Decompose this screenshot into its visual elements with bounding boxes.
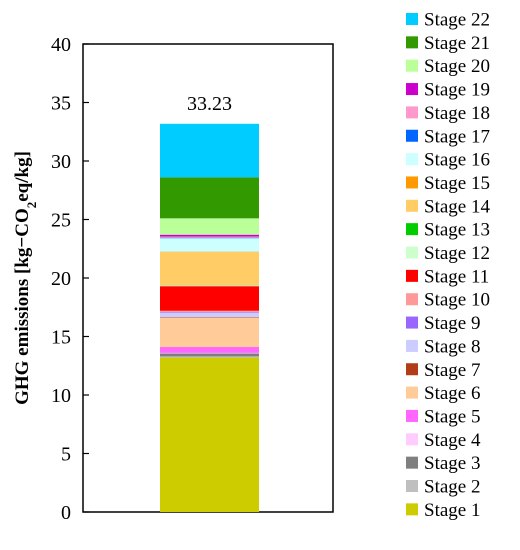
legend-swatch — [406, 199, 418, 212]
legend-label: Stage 1 — [424, 500, 480, 521]
y-tick-label: 40 — [51, 34, 71, 56]
bar-segment-stage-14 — [160, 252, 259, 286]
legend-swatch — [406, 339, 418, 352]
bar-segment-stage-11 — [160, 286, 259, 311]
bar-segment-stage-6 — [160, 317, 259, 348]
y-tick-label: 20 — [51, 268, 71, 290]
y-axis-label: GHG emissions [kg−CO2eq/kg] — [12, 151, 39, 405]
legend-label: Stage 6 — [424, 383, 480, 404]
legend-label: Stage 17 — [424, 126, 490, 147]
legend-swatch — [406, 83, 418, 96]
bar-segment-stage-9 — [160, 311, 259, 313]
legend-label: Stage 10 — [424, 290, 490, 311]
bar-segment-stage-3 — [160, 353, 259, 357]
legend-swatch — [406, 316, 418, 329]
bar-segment-stage-10 — [160, 310, 259, 312]
y-tick-label: 15 — [51, 327, 71, 349]
legend-swatch — [406, 246, 418, 259]
y-axis-ticks: 0 5 10 15 20 25 30 35 40 — [51, 34, 89, 524]
legend-label: Stage 13 — [424, 220, 490, 241]
legend-label: Stage 16 — [424, 150, 490, 171]
legend-label: Stage 3 — [424, 453, 480, 474]
legend-label: Stage 20 — [424, 56, 490, 77]
legend-label: Stage 5 — [424, 406, 480, 427]
bar-segment-stage-5 — [160, 347, 259, 353]
legend-swatch — [406, 106, 418, 119]
legend-label: Stage 21 — [424, 33, 490, 54]
y-tick-label: 5 — [61, 444, 71, 466]
legend-label: Stage 8 — [424, 336, 480, 357]
legend-swatch — [406, 59, 418, 72]
bar-segment-stage-18 — [160, 236, 259, 238]
bar-segment-stage-4 — [160, 352, 259, 354]
bar-segment-stage-21 — [160, 177, 259, 219]
legend-swatch — [406, 386, 418, 399]
legend-swatch — [406, 293, 418, 306]
bar-stack — [160, 123, 259, 512]
legend-label: Stage 22 — [424, 10, 490, 31]
legend-swatch — [406, 363, 418, 376]
legend-swatch — [406, 269, 418, 282]
bar-segment-stage-8 — [160, 312, 259, 318]
legend-label: Stage 2 — [424, 477, 480, 498]
legend-swatch — [406, 480, 418, 492]
y-tick-label: 30 — [51, 151, 71, 173]
bar-segment-stage-1 — [160, 357, 259, 512]
y-tick-label: 0 — [61, 502, 71, 524]
bar-segment-stage-19 — [160, 234, 259, 237]
y-tick-label: 35 — [51, 93, 71, 115]
legend-label: Stage 18 — [424, 103, 490, 124]
legend-swatch — [406, 176, 418, 189]
bar-segment-stage-17 — [160, 237, 259, 239]
legend-label: Stage 4 — [424, 430, 481, 451]
legend-label: Stage 15 — [424, 173, 490, 194]
legend-label: Stage 14 — [424, 196, 490, 217]
bar-segment-stage-16 — [160, 238, 259, 252]
bar-segment-stage-2 — [160, 356, 259, 358]
legend-swatch — [406, 223, 418, 236]
bar-total-label: 33.23 — [187, 93, 232, 115]
legend-swatch — [406, 13, 418, 25]
legend-label: Stage 11 — [424, 266, 489, 287]
legend-label: Stage 9 — [424, 313, 480, 334]
legend-swatch — [406, 456, 418, 469]
legend-swatch — [406, 433, 418, 446]
y-tick-label: 25 — [51, 210, 71, 232]
legend-label: Stage 7 — [424, 360, 480, 381]
legend-label: Stage 19 — [424, 80, 490, 101]
legend-swatch — [406, 409, 418, 422]
bar-segment-stage-20 — [160, 218, 259, 235]
bar-segment-stage-22 — [160, 123, 259, 178]
legend-swatch — [406, 129, 418, 142]
legend-swatch — [406, 36, 418, 49]
bar-segment-stage-12 — [160, 285, 259, 287]
legend-label: Stage 12 — [424, 243, 490, 264]
legend-swatch — [406, 503, 418, 516]
y-tick-label: 10 — [51, 385, 71, 407]
bar-segment-stage-7 — [160, 317, 259, 318]
legend-swatch — [406, 153, 418, 166]
